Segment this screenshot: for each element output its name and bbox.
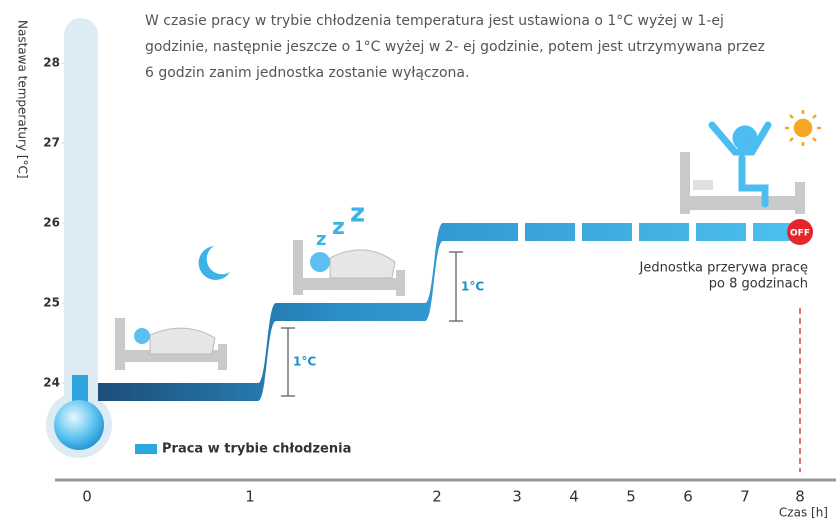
- x-tick-label: 4: [569, 488, 579, 506]
- legend-swatch: [135, 444, 157, 454]
- ribbon-segment: [696, 223, 746, 241]
- off-label: OFF: [790, 229, 810, 239]
- ribbon-segment: [753, 223, 790, 241]
- ribbon-segment: [639, 223, 689, 241]
- y-tick-label: 25: [43, 296, 60, 310]
- ribbon-segment: [258, 303, 425, 401]
- x-tick-label: 3: [512, 488, 522, 506]
- ribbon-segment: [425, 223, 518, 321]
- ribbon-segment: [525, 223, 575, 241]
- y-axis-label: Nastawa temperatury [°C]: [16, 20, 30, 179]
- thermometer: [64, 18, 98, 438]
- x-tick-label: 1: [245, 488, 255, 506]
- svg-text:z: z: [332, 215, 345, 240]
- off-circle: [787, 219, 813, 245]
- bed-icon: z z z: [293, 199, 405, 296]
- y-tick-label: 26: [43, 216, 60, 230]
- end-note: Jednostka przerywa pracę: [639, 261, 808, 276]
- y-tick-label: 28: [43, 56, 60, 70]
- moon-icon: [198, 246, 230, 280]
- description: W czasie pracy w trybie chłodzenia tempe…: [145, 13, 724, 29]
- x-tick-label: 7: [740, 488, 750, 506]
- end-note: po 8 godzinach: [709, 277, 808, 292]
- sun-icon: [785, 110, 821, 146]
- person-icon: [708, 121, 772, 208]
- x-tick-label: 8: [795, 488, 805, 506]
- bed-icon: [680, 152, 805, 214]
- off-marker: OFF: [787, 219, 813, 245]
- x-tick-label: 0: [82, 488, 92, 506]
- annotation: 1°C: [293, 355, 316, 369]
- annotation: 1°C: [461, 280, 484, 294]
- svg-text:z: z: [350, 199, 365, 229]
- ribbon-segment: [98, 383, 258, 401]
- thermometer-bulb: [54, 400, 104, 450]
- x-tick-label: 5: [626, 488, 636, 506]
- y-tick-label: 27: [43, 136, 60, 150]
- x-axis-label: Czas [h]: [779, 506, 828, 520]
- bed-icon: [115, 318, 227, 370]
- ribbon-segment: [582, 223, 632, 241]
- annotation-bracket: [281, 251, 463, 397]
- legend-label: Praca w trybie chłodzenia: [162, 442, 351, 457]
- y-tick-label: 24: [43, 376, 60, 390]
- description: godzinie, następnie jeszcze o 1°C wyżej …: [145, 39, 765, 55]
- x-tick-label: 2: [432, 488, 442, 506]
- x-tick-label: 6: [683, 488, 693, 506]
- svg-text:z: z: [316, 229, 326, 250]
- description: 6 godzin zanim jednostka zostanie wyłącz…: [145, 65, 469, 81]
